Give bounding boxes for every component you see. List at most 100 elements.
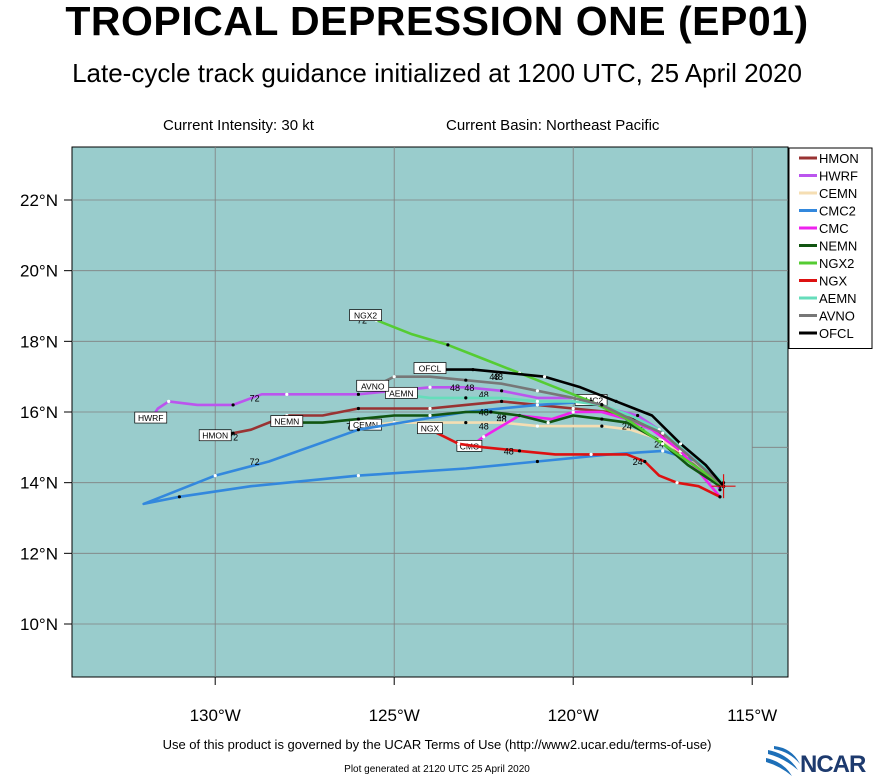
track-end-label-box: [134, 411, 168, 424]
track-point: [643, 459, 647, 464]
forecast-hour-label: 48: [497, 411, 507, 421]
forecast-hour-label: 72: [250, 457, 260, 467]
legend-label: OFCL: [819, 326, 854, 341]
forecast-hour-label: 48: [464, 383, 474, 393]
lon-tick-label: 115°W: [727, 706, 777, 725]
track-point: [614, 399, 618, 403]
legend-entry-cmc: CMC: [799, 221, 849, 236]
legend-label: AEMN: [819, 291, 857, 306]
generated-timestamp: Plot generated at 2120 UTC 25 April 2020: [344, 764, 530, 775]
track-end-label: NEMN: [274, 417, 299, 427]
legend-label: HWRF: [819, 169, 858, 184]
track-point: [356, 392, 360, 396]
legend-label: NEMN: [819, 239, 857, 254]
forecast-hour-label: 48: [489, 372, 499, 382]
page-title: TROPICAL DEPRESSION ONE (EP01): [65, 0, 809, 44]
track-point: [600, 403, 604, 407]
track-avno: 48 AVNO: [356, 375, 726, 488]
legend-label: NGX: [819, 274, 848, 289]
track-point: [231, 403, 235, 407]
forecast-hour-label: 48: [450, 383, 460, 393]
forecast-hour-label: 72: [228, 432, 238, 442]
track-point: [177, 495, 181, 499]
track-point: [535, 424, 540, 428]
track-ngx: 24 48 NGX: [417, 422, 722, 499]
forecast-hour-label: 48: [497, 415, 507, 425]
track-line: [468, 410, 721, 498]
track-point: [482, 435, 486, 439]
page-subtitle: Late-cycle track guidance initialized at…: [72, 58, 802, 88]
forecast-hour-label: 72: [250, 393, 260, 403]
forecast-hour-label: 24: [622, 422, 632, 432]
legend: HMON HWRF CEMN CMC2 CMC NEMN NGX2 NGX AEMN AVNO OF…: [788, 147, 873, 349]
forecast-hour-label: 48: [493, 372, 503, 382]
track-point: [428, 413, 432, 418]
track-end-label-box: [417, 422, 443, 435]
track-point: [679, 442, 683, 446]
lat-tick-label: 12°N: [20, 544, 58, 563]
lat-tick-label: 10°N: [20, 615, 58, 634]
track-end-label-box: [270, 415, 304, 427]
track-end-label-box: [385, 386, 418, 399]
legend-entry-nemn: NEMN: [799, 239, 857, 254]
forecast-hour-label: 24: [654, 439, 664, 449]
track-point: [464, 396, 468, 400]
forecast-hour-label: 48: [479, 422, 489, 432]
track-point: [675, 481, 679, 485]
track-point: [392, 375, 396, 379]
legend-entry-aemn: AEMN: [799, 291, 857, 306]
track-line: [372, 375, 725, 488]
track-line: [365, 315, 725, 488]
axis-ticks: 130°W 125°W 120°W 115°W 22°N 20°N 18°N 16°N 14°N…: [20, 191, 777, 725]
lat-tick-label: 16°N: [20, 403, 58, 422]
forecast-hour-label: 48: [504, 446, 514, 456]
track-point: [571, 406, 575, 411]
track-point: [285, 392, 289, 396]
lat-tick-label: 14°N: [20, 474, 58, 493]
track-point: [542, 375, 547, 379]
track-point: [500, 389, 504, 393]
track-point: [457, 442, 461, 446]
storm-position-marker: [711, 474, 736, 499]
track-point: [428, 406, 432, 411]
track-point: [356, 417, 360, 421]
track-point: [464, 378, 468, 382]
track-point: [356, 406, 360, 411]
track-point: [589, 452, 593, 456]
current-intensity: Current Intensity: 30 kt: [163, 117, 314, 134]
ncar-logo-text: NCAR: [800, 751, 866, 778]
track-point: [600, 417, 604, 421]
lon-tick-label: 130°W: [190, 706, 241, 725]
track-end-label: NGX: [421, 424, 440, 434]
ncar-logo-icon: [766, 746, 800, 776]
lat-tick-label: 20°N: [20, 262, 58, 281]
track-point: [446, 343, 450, 347]
track-end-label: AEMN: [389, 388, 414, 398]
track-line: [142, 400, 725, 506]
track-point: [546, 421, 550, 425]
track-point: [661, 449, 665, 453]
track-end-label-box: [413, 362, 447, 374]
legend-label: CMC: [819, 221, 849, 236]
track-point: [535, 389, 540, 393]
track-point: [213, 474, 217, 478]
track-point: [535, 399, 540, 403]
track-end-label-box: [356, 379, 390, 392]
track-point: [661, 431, 665, 435]
track-end-label: OFCL: [419, 364, 442, 374]
track-point: [535, 459, 540, 464]
legend-entry-cmc2: CMC2: [799, 204, 856, 219]
legend-entry-ngx2: NGX2: [799, 256, 854, 271]
legend-label: NGX2: [819, 256, 854, 271]
track-point: [428, 385, 432, 389]
terms-of-use: Use of this product is governed by the U…: [162, 737, 712, 752]
map-grid: [72, 147, 788, 677]
legend-label: HMON: [819, 151, 859, 166]
track-point: [356, 428, 360, 432]
track-point: [471, 368, 475, 372]
model-tracks: 244872HMON4872HWRF244872CEMN2472CMC248CM…: [134, 309, 726, 506]
track-end-label: NGX2: [354, 311, 377, 321]
legend-label: CEMN: [819, 186, 857, 201]
track-end-label: AVNO: [361, 381, 385, 391]
